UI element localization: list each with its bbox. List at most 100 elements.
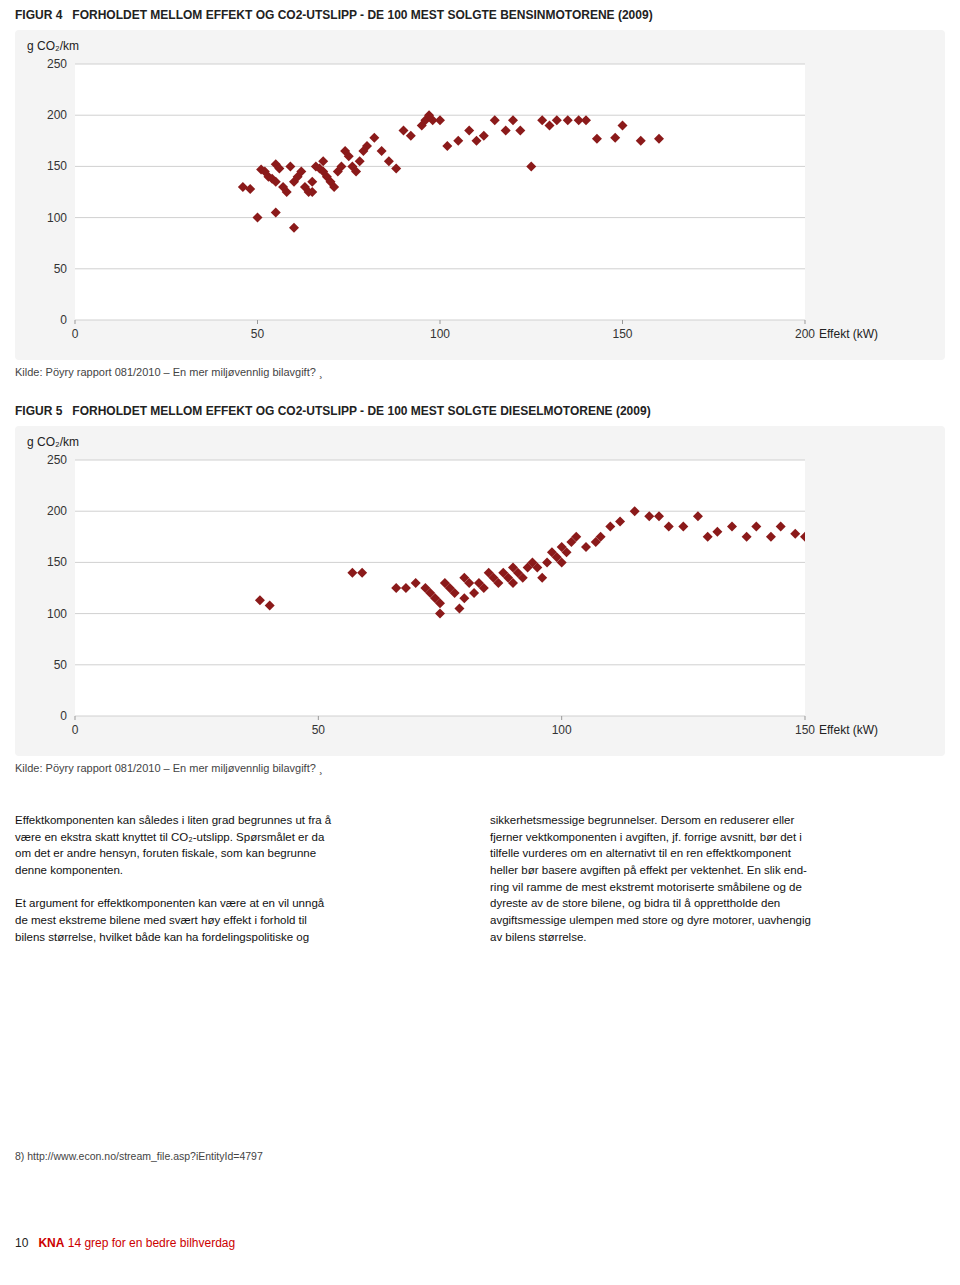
chart: 050100150200250050100150200Effekt (kW)g …	[15, 30, 945, 360]
grid-line	[75, 217, 805, 218]
y-tick-label: 200	[47, 108, 67, 122]
point	[307, 177, 317, 187]
title-prefix: FIGUR 5	[15, 404, 62, 418]
x-tick	[561, 716, 562, 720]
point	[742, 532, 752, 542]
point	[618, 120, 628, 130]
point	[712, 527, 722, 537]
point	[296, 167, 306, 177]
plot-area	[75, 460, 805, 716]
chart-background	[15, 30, 945, 360]
point	[357, 568, 367, 578]
x-tick	[75, 716, 76, 720]
point	[508, 115, 518, 125]
x-tick-label: 0	[72, 723, 79, 737]
x-tick-label: 100	[430, 327, 450, 341]
chart-title: FIGUR 4FORHOLDET MELLOM EFFEKT OG CO2-UT…	[15, 8, 653, 22]
point	[245, 184, 255, 194]
point	[318, 156, 328, 166]
x-tick	[257, 320, 258, 324]
y-tick-label: 0	[60, 313, 67, 327]
body-text: Effektkomponenten kan således i liten gr…	[15, 812, 331, 945]
point	[479, 131, 489, 141]
grid-line	[75, 64, 805, 65]
x-tick	[622, 320, 623, 324]
point	[557, 557, 567, 567]
title-body: FORHOLDET MELLOM EFFEKT OG CO2-UTSLIPP -…	[72, 8, 652, 22]
point	[362, 141, 372, 151]
x-tick	[805, 320, 806, 324]
point	[790, 529, 800, 539]
point	[592, 134, 602, 144]
point	[545, 120, 555, 130]
point	[693, 511, 703, 521]
point	[435, 609, 445, 619]
point	[253, 213, 263, 223]
point	[581, 115, 591, 125]
point	[329, 182, 339, 192]
point	[526, 161, 536, 171]
point	[537, 115, 547, 125]
point	[255, 595, 265, 605]
point	[469, 588, 479, 598]
point	[351, 167, 361, 177]
point	[399, 126, 409, 136]
point	[464, 578, 474, 588]
point	[453, 136, 463, 146]
y-tick-label: 50	[54, 658, 68, 672]
point	[347, 568, 357, 578]
point	[678, 522, 688, 532]
point	[751, 522, 761, 532]
publisher: KNA	[38, 1236, 64, 1250]
points	[255, 506, 805, 618]
point	[274, 163, 284, 173]
point	[532, 563, 542, 573]
point	[596, 532, 606, 542]
y-axis-label: g CO₂/km	[27, 435, 79, 449]
point	[636, 136, 646, 146]
point	[490, 115, 500, 125]
grid-line	[75, 511, 805, 512]
x-tick	[805, 716, 806, 720]
point	[766, 532, 776, 542]
point	[464, 126, 474, 136]
x-axis-label: Effekt (kW)	[819, 723, 878, 737]
point	[571, 532, 581, 542]
y-tick-label: 100	[47, 211, 67, 225]
y-axis-label: g CO₂/km	[27, 39, 79, 53]
grid-line	[75, 460, 805, 461]
point	[401, 583, 411, 593]
point	[562, 547, 572, 557]
points	[238, 110, 664, 233]
grid-line	[75, 166, 805, 167]
chart-title: FIGUR 5FORHOLDET MELLOM EFFEKT OG CO2-UT…	[15, 404, 651, 418]
y-tick-label: 250	[47, 57, 67, 71]
x-tick-label: 0	[72, 327, 79, 341]
source: Kilde: Pöyry rapport 081/2010 – En mer m…	[15, 762, 323, 774]
x-tick-label: 150	[795, 723, 815, 737]
point	[800, 532, 805, 542]
point	[391, 583, 401, 593]
point	[493, 578, 503, 588]
point	[479, 583, 489, 593]
point	[271, 177, 281, 187]
point	[563, 115, 573, 125]
point	[654, 134, 664, 144]
point	[355, 156, 365, 166]
y-tick-label: 150	[47, 159, 67, 173]
footer: 10 KNA 14 grep for en bedre bilhverdag	[15, 1236, 235, 1250]
x-tick-label: 50	[251, 327, 265, 341]
x-tick	[318, 716, 319, 720]
y-tick-label: 100	[47, 607, 67, 621]
y-tick-label: 200	[47, 504, 67, 518]
grid-line	[75, 562, 805, 563]
y-tick-label: 50	[54, 262, 68, 276]
point	[664, 522, 674, 532]
point	[369, 133, 379, 143]
point	[630, 506, 640, 516]
x-tick-label: 100	[552, 723, 572, 737]
x-axis-label: Effekt (kW)	[819, 327, 878, 341]
x-tick-label: 150	[612, 327, 632, 341]
point	[581, 542, 591, 552]
chart-background	[15, 426, 945, 756]
